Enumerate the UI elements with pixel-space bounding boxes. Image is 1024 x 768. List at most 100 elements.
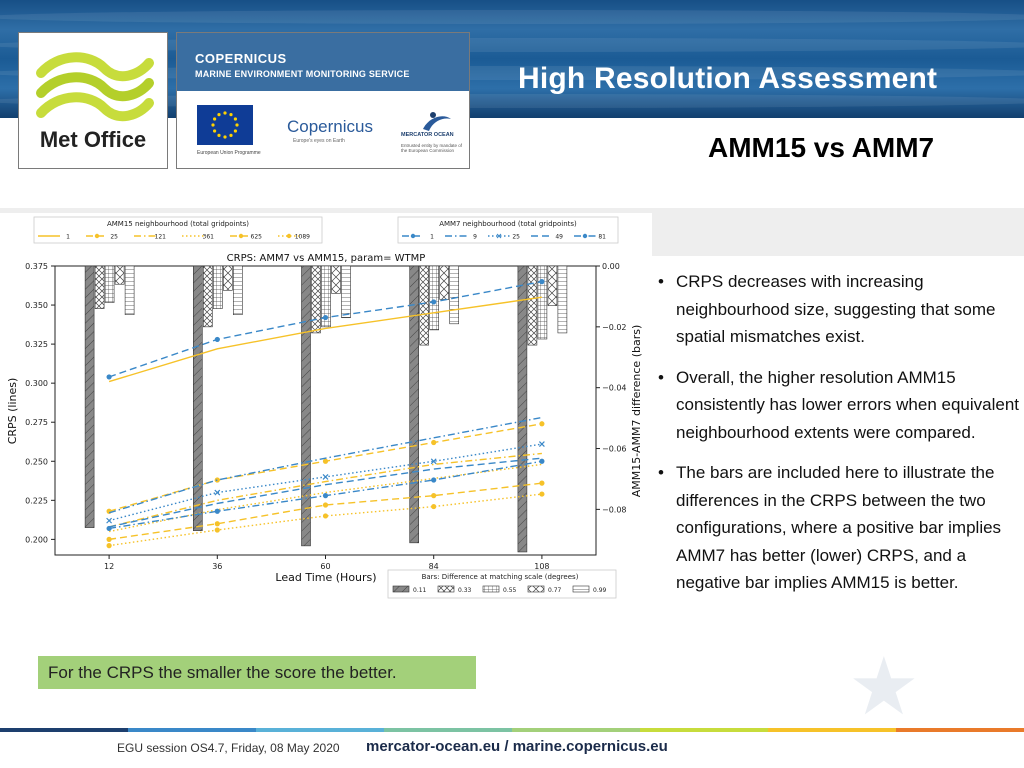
data-point: [322, 458, 329, 464]
legend-marker: [410, 233, 416, 239]
legend-label: 81: [598, 234, 606, 241]
legend-bar-swatch: [437, 585, 455, 593]
bars-layer: [84, 265, 568, 553]
series-line: [108, 296, 543, 383]
bullet-list: CRPS decreases with increasing neighbour…: [658, 268, 1020, 610]
y2-axis-label: AMM15-AMM7 difference (bars): [630, 325, 643, 498]
y2-tick-label: −0.06: [602, 445, 627, 454]
legend-amm7-items: 1 9 25 49 81: [402, 234, 606, 241]
bar: [527, 265, 538, 346]
data-point: [431, 299, 437, 305]
x-tick-label: 12: [104, 562, 114, 571]
bar: [84, 265, 95, 528]
data-point: [322, 502, 329, 508]
legend-bars: Bars: Difference at matching scale (degr…: [387, 569, 617, 599]
data-point: [431, 439, 437, 446]
met-office-wordmark: Met Office: [39, 127, 147, 152]
legend-marker: [94, 233, 100, 239]
legend-bar-label: 0.11: [413, 587, 427, 594]
legend-bar-swatch: [482, 585, 500, 593]
y-tick-label: 0.325: [25, 340, 48, 349]
legend-amm7-title: AMM7 neighbourhood (total gridpoints): [439, 220, 577, 228]
x-axis-label: Lead Time (Hours): [275, 571, 376, 584]
footer-url: mercator-ocean.eu / marine.copernicus.eu: [366, 738, 668, 755]
legend-label: 361: [203, 234, 215, 241]
y2-tick-label: 0.00: [602, 262, 620, 271]
data-point: [539, 491, 545, 497]
data-point: [214, 489, 221, 496]
data-point: [214, 508, 220, 514]
bar: [203, 265, 213, 328]
bar: [233, 265, 243, 315]
copernicus-wordmark: Copernicus: [287, 117, 373, 136]
legend-amm15: AMM15 neighbourhood (total gridpoints) 1…: [33, 216, 323, 244]
y2-tick-label: −0.08: [602, 505, 627, 514]
data-point: [431, 493, 437, 499]
data-point: [539, 458, 545, 464]
y-tick-label: 0.200: [25, 535, 48, 544]
data-point: [106, 525, 112, 532]
copernicus-header: COPERNICUS MARINE ENVIRONMENT MONITORING…: [177, 33, 469, 91]
legend-bar-swatch: [572, 585, 590, 593]
legend-label: 1089: [295, 234, 310, 241]
legend-bars-title: Bars: Difference at matching scale (degr…: [422, 573, 579, 581]
legend-label: 25: [512, 234, 520, 241]
data-point: [106, 374, 112, 380]
decorative-star-icon: ★: [848, 642, 920, 731]
y-tick-label: 0.375: [25, 262, 48, 271]
mercator-name: MERCATOR OCEAN: [401, 132, 454, 138]
legend-marker: [286, 233, 292, 239]
legend-marker: [582, 233, 588, 239]
data-point: [214, 521, 220, 527]
legend-bar-label: 0.33: [458, 587, 472, 594]
series-line: [108, 416, 543, 514]
bar: [547, 265, 558, 306]
page-title: High Resolution Assessment: [518, 62, 938, 95]
bar: [114, 265, 125, 285]
banner-wave: [0, 10, 1024, 24]
data-point: [322, 314, 329, 321]
y2-tick-label: −0.02: [602, 323, 627, 332]
data-point: [106, 543, 112, 549]
copernicus-tagline: Europe's eyes on Earth: [293, 138, 345, 144]
footer-stripe: [0, 728, 1024, 732]
bar: [301, 265, 311, 547]
copernicus-title: COPERNICUS: [195, 51, 287, 66]
y-tick-label: 0.275: [25, 418, 48, 427]
bar: [223, 265, 233, 291]
legend-amm15-title: AMM15 neighbourhood (total gridpoints): [107, 220, 249, 228]
bar: [557, 265, 568, 334]
legend-label: 1: [66, 234, 70, 241]
legend-marker: [238, 233, 244, 239]
data-point: [539, 480, 545, 486]
legend-label: 121: [155, 234, 167, 241]
legend-bars-items: 0.11 0.33 0.55 0.77 0.99: [392, 585, 607, 594]
bar: [429, 265, 440, 331]
bar: [311, 265, 321, 334]
data-point: [539, 421, 545, 427]
bar: [341, 265, 351, 319]
bar: [419, 265, 430, 346]
legend-label: 1: [430, 234, 434, 241]
eu-caption: European Union Programme: [197, 150, 261, 156]
bullet-item: Overall, the higher resolution AMM15 con…: [658, 364, 1020, 447]
series-line: [108, 443, 543, 522]
x-tick-label: 36: [212, 562, 222, 571]
met-office-waves-icon: [36, 52, 154, 122]
bar: [537, 265, 548, 340]
x-tick-label: 108: [534, 562, 549, 571]
data-point: [538, 441, 545, 448]
legend-amm15-items: 1 25 121 361 625 1089: [38, 234, 310, 241]
data-point: [431, 477, 437, 483]
bar: [449, 265, 460, 325]
note-box: For the CRPS the smaller the score the b…: [38, 656, 476, 689]
legend-bar-label: 0.99: [593, 587, 607, 594]
y-tick-label: 0.225: [25, 496, 48, 505]
legend-label: 25: [110, 234, 118, 241]
x-tick-label: 84: [429, 562, 439, 571]
bar: [213, 265, 223, 309]
y-tick-label: 0.300: [25, 379, 48, 388]
legend-marker: [496, 233, 502, 239]
series-line: [108, 457, 542, 528]
bullet-item: CRPS decreases with increasing neighbour…: [658, 268, 1020, 351]
